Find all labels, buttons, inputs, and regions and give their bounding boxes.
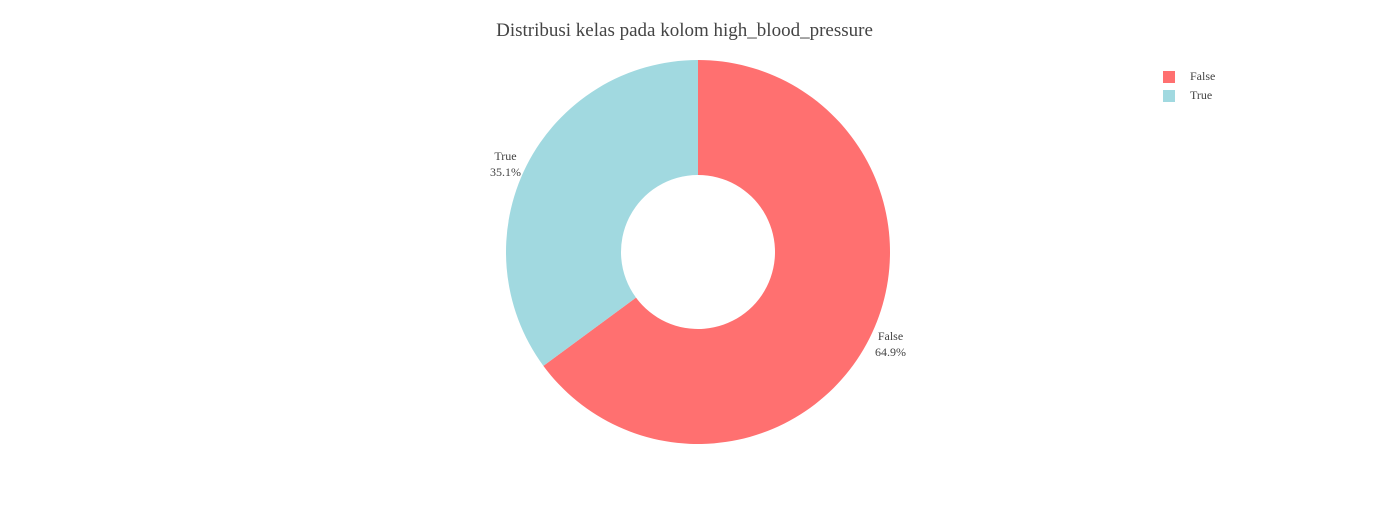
legend-item-false[interactable]: False	[1163, 67, 1215, 86]
legend: False True	[1163, 67, 1215, 105]
legend-item-true[interactable]: True	[1163, 86, 1215, 105]
legend-swatch-true	[1163, 89, 1175, 102]
chart-title: Distribusi kelas pada kolom high_blood_p…	[496, 20, 873, 41]
slice-true[interactable]	[505, 60, 698, 366]
slice-label-false: False	[878, 329, 903, 343]
slice-percent-false: 64.9%	[875, 345, 906, 359]
legend-label-true: True	[1190, 88, 1213, 102]
slice-percent-true: 35.1%	[490, 165, 521, 179]
slice-label-true: True	[494, 149, 516, 163]
labels-layer: False 64.9% True 35.1%	[490, 149, 906, 359]
legend-label-false: False	[1190, 69, 1216, 83]
slice-false[interactable]	[543, 60, 890, 444]
slices-layer	[505, 60, 890, 444]
legend-swatch-false	[1163, 70, 1175, 83]
